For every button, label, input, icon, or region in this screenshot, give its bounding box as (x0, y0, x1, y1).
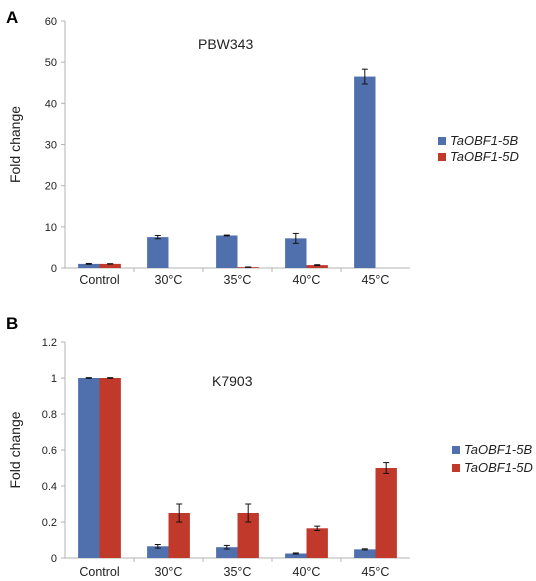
legend-swatch (452, 446, 460, 454)
legend-label: TaOBF1-5D (464, 460, 533, 475)
error-bar (223, 234, 230, 237)
error-bar (314, 525, 321, 531)
y-tick-label: 40 (45, 98, 57, 110)
x-tick-label: 30°C (155, 565, 183, 579)
legend-swatch (438, 137, 446, 145)
chart-panel-b: B Fold change 0 0.2 0.4 0.6 0.8 1 1.2 Control 30°C… (6, 314, 533, 579)
y-tick-label: 0.4 (42, 481, 57, 493)
bar-taobf1-5b-1 (147, 237, 169, 268)
x-tick-label: 40°C (293, 565, 321, 579)
bar-taobf1-5b-0 (78, 378, 100, 558)
x-tick-label: 30°C (155, 273, 183, 287)
error-bar (245, 503, 252, 523)
bar-taobf1-5d-0 (99, 378, 121, 558)
x-tick-label: 45°C (362, 273, 390, 287)
legend: TaOBF1-5B TaOBF1-5D (452, 442, 533, 475)
error-bar (383, 462, 390, 474)
legend-label: TaOBF1-5D (450, 149, 519, 164)
bar-taobf1-5d-2 (237, 513, 259, 558)
error-bar (292, 232, 299, 244)
error-bar (107, 377, 114, 379)
bar-taobf1-5d-1 (168, 513, 190, 558)
bar-taobf1-5b-3 (285, 238, 307, 268)
y-tick-label: 10 (45, 222, 57, 234)
y-tick-label: 0.2 (42, 517, 57, 529)
error-bar (85, 262, 92, 265)
bar-taobf1-5b-0 (78, 263, 100, 268)
error-bar (314, 264, 321, 267)
error-bar (154, 544, 161, 549)
error-bar (361, 548, 368, 551)
bar-taobf1-5b-3 (285, 553, 307, 558)
bar-taobf1-5b-2 (216, 547, 238, 558)
y-tick-label: 20 (45, 181, 57, 193)
y-tick-label: 0.8 (42, 409, 57, 421)
x-tick-label: 45°C (362, 565, 390, 579)
x-tick-label: 35°C (224, 565, 252, 579)
y-tick-label: 60 (45, 16, 57, 28)
y-tick-label: 50 (45, 57, 57, 69)
y-tick-label: 0 (51, 263, 57, 275)
panel-letter: B (6, 314, 18, 333)
legend-swatch (438, 153, 446, 161)
legend-label: TaOBF1-5B (450, 133, 518, 148)
y-axis-label: Fold change (7, 106, 23, 183)
x-tick-label: Control (79, 273, 119, 287)
bar-taobf1-5b-4 (354, 76, 376, 268)
error-bar (223, 544, 230, 550)
bar-taobf1-5d-3 (306, 265, 328, 268)
y-axis-label: Fold change (7, 411, 23, 488)
y-tick-label: 30 (45, 140, 57, 152)
cultivar-annotation: PBW343 (198, 36, 253, 52)
y-tick-label: 1.2 (42, 337, 57, 349)
bar-taobf1-5d-0 (99, 263, 121, 268)
x-tick-label: Control (79, 565, 119, 579)
bar-taobf1-5d-3 (306, 528, 328, 558)
y-tick-label: 1 (51, 373, 57, 385)
legend-swatch (452, 464, 460, 472)
y-tick-label: 0.6 (42, 445, 57, 457)
y-tick-label: 0 (51, 553, 57, 565)
error-bar (176, 503, 183, 523)
x-tick-label: 40°C (293, 273, 321, 287)
error-bar (154, 234, 161, 240)
bar-taobf1-5b-2 (216, 235, 238, 268)
bar-taobf1-5b-4 (354, 549, 376, 558)
error-bar (361, 68, 368, 85)
error-bar (292, 552, 299, 555)
legend-label: TaOBF1-5B (464, 442, 532, 457)
error-bar (85, 377, 92, 379)
panel-letter: A (6, 8, 18, 27)
bar-taobf1-5d-4 (375, 468, 397, 558)
cultivar-annotation: K7903 (212, 373, 253, 389)
x-tick-label: 35°C (224, 273, 252, 287)
bar-taobf1-5b-1 (147, 546, 169, 558)
chart-panel-a: A Fold change 0 10 20 30 40 50 60 Control 30°C 35°C… (6, 8, 519, 287)
